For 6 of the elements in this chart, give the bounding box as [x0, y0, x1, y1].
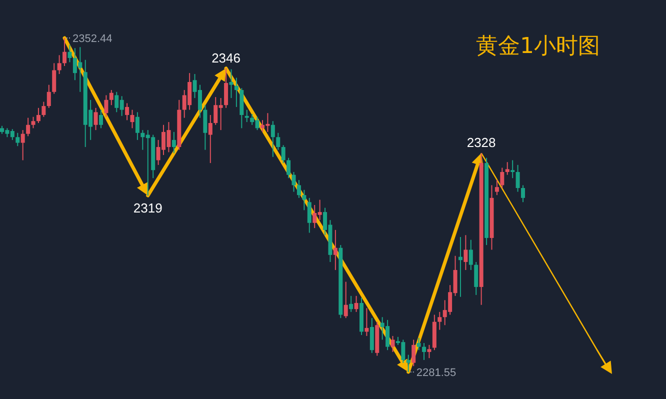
- annotation: 2352.44: [72, 33, 112, 45]
- annotation: 2319: [133, 200, 162, 216]
- annotation: 2346: [212, 50, 240, 66]
- annotation: 2328: [466, 135, 496, 150]
- annotation: 2281.55: [416, 367, 456, 379]
- title: 黄金1小时图: [476, 34, 600, 59]
